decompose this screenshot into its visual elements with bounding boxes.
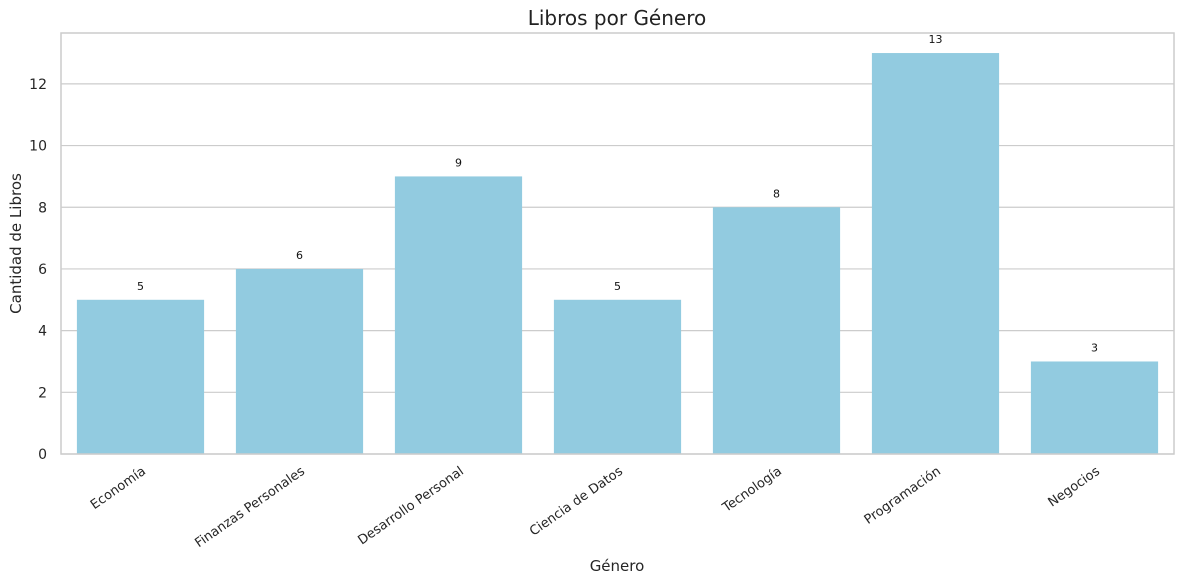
- y-tick-label: 10: [29, 139, 47, 155]
- y-tick-label: 4: [38, 324, 47, 340]
- bar-value-label: 3: [1091, 341, 1098, 354]
- bars: [76, 53, 1159, 455]
- x-tick-label: Ciencia de Datos: [527, 464, 626, 539]
- bar: [235, 268, 364, 454]
- y-tick-label: 2: [38, 385, 47, 401]
- x-tick-labels: Economía Finanzas Personales Desarrollo Pe…: [88, 464, 1103, 551]
- bar: [1030, 361, 1159, 454]
- x-tick-label: Economía: [88, 464, 149, 513]
- y-tick-label: 6: [38, 262, 47, 278]
- y-tick-label: 8: [38, 200, 47, 216]
- data-labels: 5 6 9 5 8 13 3: [137, 33, 1098, 354]
- y-tick-label: 0: [38, 447, 47, 463]
- x-tick-label: Negocios: [1046, 464, 1103, 510]
- bar-value-label: 13: [929, 33, 943, 46]
- x-tick-label: Finanzas Personales: [192, 464, 308, 551]
- x-tick-label: Desarrollo Personal: [355, 464, 466, 548]
- bar-value-label: 5: [137, 280, 144, 293]
- x-axis-label: Género: [590, 557, 645, 575]
- bar: [553, 299, 682, 454]
- bar: [394, 176, 523, 454]
- bar-value-label: 6: [296, 249, 303, 262]
- bar: [76, 299, 205, 454]
- y-tick-labels: 0 2 4 6 8 10 12: [29, 77, 47, 463]
- bar-value-label: 9: [455, 156, 462, 169]
- bar-value-label: 8: [773, 187, 780, 200]
- y-tick-label: 12: [29, 77, 47, 93]
- bar: [871, 53, 1000, 455]
- x-tick-label: Tecnología: [719, 464, 785, 516]
- y-axis-label: Cantidad de Libros: [7, 173, 25, 314]
- x-tick-label: Programación: [862, 464, 944, 528]
- bar: [712, 207, 841, 454]
- chart-title: Libros por Género: [528, 6, 707, 30]
- bar-value-label: 5: [614, 280, 621, 293]
- plot-frame: [60, 32, 1175, 455]
